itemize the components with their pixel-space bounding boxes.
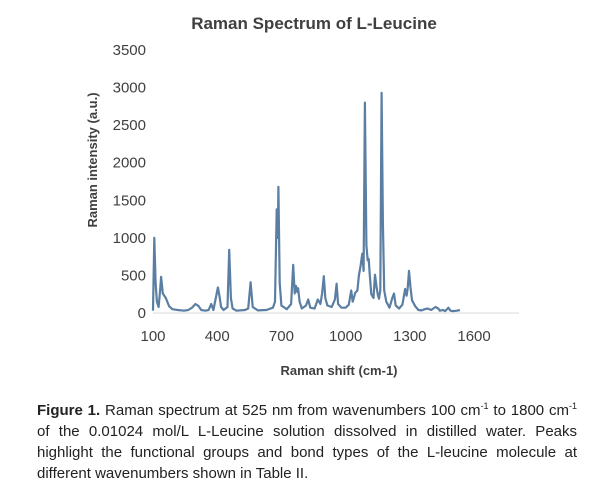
y-tick-label: 2000 [113,155,146,172]
y-tick-label: 500 [121,267,146,284]
y-tick-label: 1000 [113,230,146,247]
chart-container: Raman Spectrum of L-Leucine Raman intens… [85,14,519,378]
y-tick-label: 3000 [113,80,146,97]
spectrum-line [151,91,461,313]
caption-sup-2: -1 [568,401,577,411]
figure-caption: Figure 1. Raman spectrum at 525 nm from … [37,400,577,484]
x-tick-labels: 100 400 700 1000 1300 1600 [140,328,490,345]
x-tick-label: 1600 [457,328,490,345]
y-tick-label: 1500 [113,192,146,209]
x-tick-label: 1300 [393,328,426,345]
caption-text-3: of the 0.01024 mol/L L-Leucine solution … [37,423,577,482]
caption-text-2: to 1800 cm [488,402,569,419]
x-tick-label: 1000 [329,328,362,345]
chart-title: Raman Spectrum of L-Leucine [191,14,437,33]
raman-spectrum-chart: Raman Spectrum of L-Leucine Raman intens… [85,14,519,378]
y-tick-label: 3500 [113,42,146,59]
plot-area [151,91,461,313]
y-tick-labels: 0 500 1000 1500 2000 2500 3000 3500 [113,42,146,322]
caption-text-1: Raman spectrum at 525 nm from wavenumber… [100,402,481,419]
y-axis-label: Raman intensity (a.u.) [85,92,100,227]
x-tick-label: 700 [269,328,294,345]
y-tick-label: 0 [138,305,146,322]
x-axis-label: Raman shift (cm-1) [280,363,397,378]
y-tick-label: 2500 [113,117,146,134]
x-tick-label: 400 [205,328,230,345]
caption-label: Figure 1. [37,402,101,419]
caption-sup-1: -1 [480,401,489,411]
x-tick-label: 100 [140,328,165,345]
